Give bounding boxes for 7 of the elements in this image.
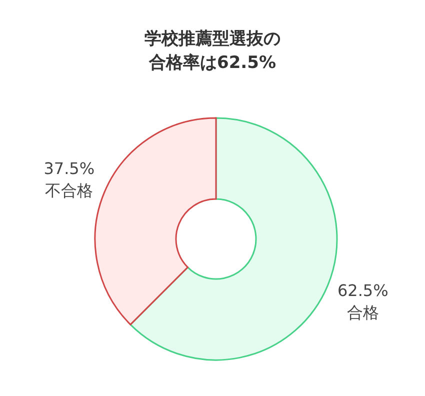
donut-slice — [94, 117, 217, 326]
donut-slice — [130, 117, 338, 361]
data-label: 37.5% — [44, 159, 95, 178]
slice-label: 不合格 — [45, 181, 94, 200]
chart-title: 学校推薦型選抜の合格率は62.5% — [144, 29, 280, 73]
data-label: 62.5% — [337, 280, 388, 300]
slice-label: 合格 — [346, 302, 379, 322]
